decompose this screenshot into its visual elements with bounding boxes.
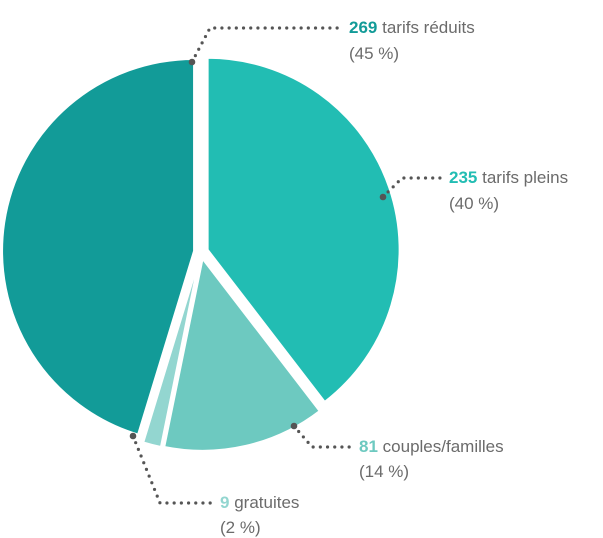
label-tarifs-reduits: 269 tarifs réduits (45 %): [349, 18, 475, 63]
percent-tarifs-reduits: (45 %): [349, 44, 399, 63]
label-tarifs-pleins: 235 tarifs pleins (40 %): [449, 168, 568, 213]
value-tarifs-reduits: 269: [349, 18, 377, 37]
value-gratuites: 9: [220, 493, 229, 512]
label-couples-familles: 81 couples/familles (14 %): [359, 437, 504, 481]
svg-text:235 tarifs pleins: 235 tarifs pleins: [449, 168, 568, 187]
leader-line-gratuites: [131, 434, 214, 505]
leader-line-couples-familles: [292, 424, 354, 449]
name-tarifs-pleins: tarifs pleins: [482, 168, 568, 187]
slice-gratuites: [141, 258, 201, 449]
svg-text:269 tarifs réduits: 269 tarifs réduits: [349, 18, 475, 37]
svg-text:81 couples/familles: 81 couples/familles: [359, 437, 504, 456]
slice-tarifs-pleins: [206, 56, 401, 404]
percent-couples-familles: (14 %): [359, 462, 409, 481]
leader-lines: [129, 26, 444, 505]
leader-line-tarifs-reduits: [190, 26, 344, 64]
value-tarifs-pleins: 235: [449, 168, 477, 187]
pie-slices: [1, 56, 401, 452]
name-tarifs-reduits: tarifs réduits: [382, 18, 475, 37]
percent-tarifs-pleins: (40 %): [449, 194, 499, 213]
value-couples-familles: 81: [359, 437, 378, 456]
name-couples-familles: couples/familles: [383, 437, 504, 456]
percent-gratuites: (2 %): [220, 518, 261, 537]
name-gratuites: gratuites: [234, 493, 299, 512]
label-gratuites: 9 gratuites (2 %): [220, 493, 299, 537]
slice-tarifs-reduits: [1, 57, 196, 436]
svg-text:9 gratuites: 9 gratuites: [220, 493, 299, 512]
slice-couples-familles: [163, 256, 322, 452]
